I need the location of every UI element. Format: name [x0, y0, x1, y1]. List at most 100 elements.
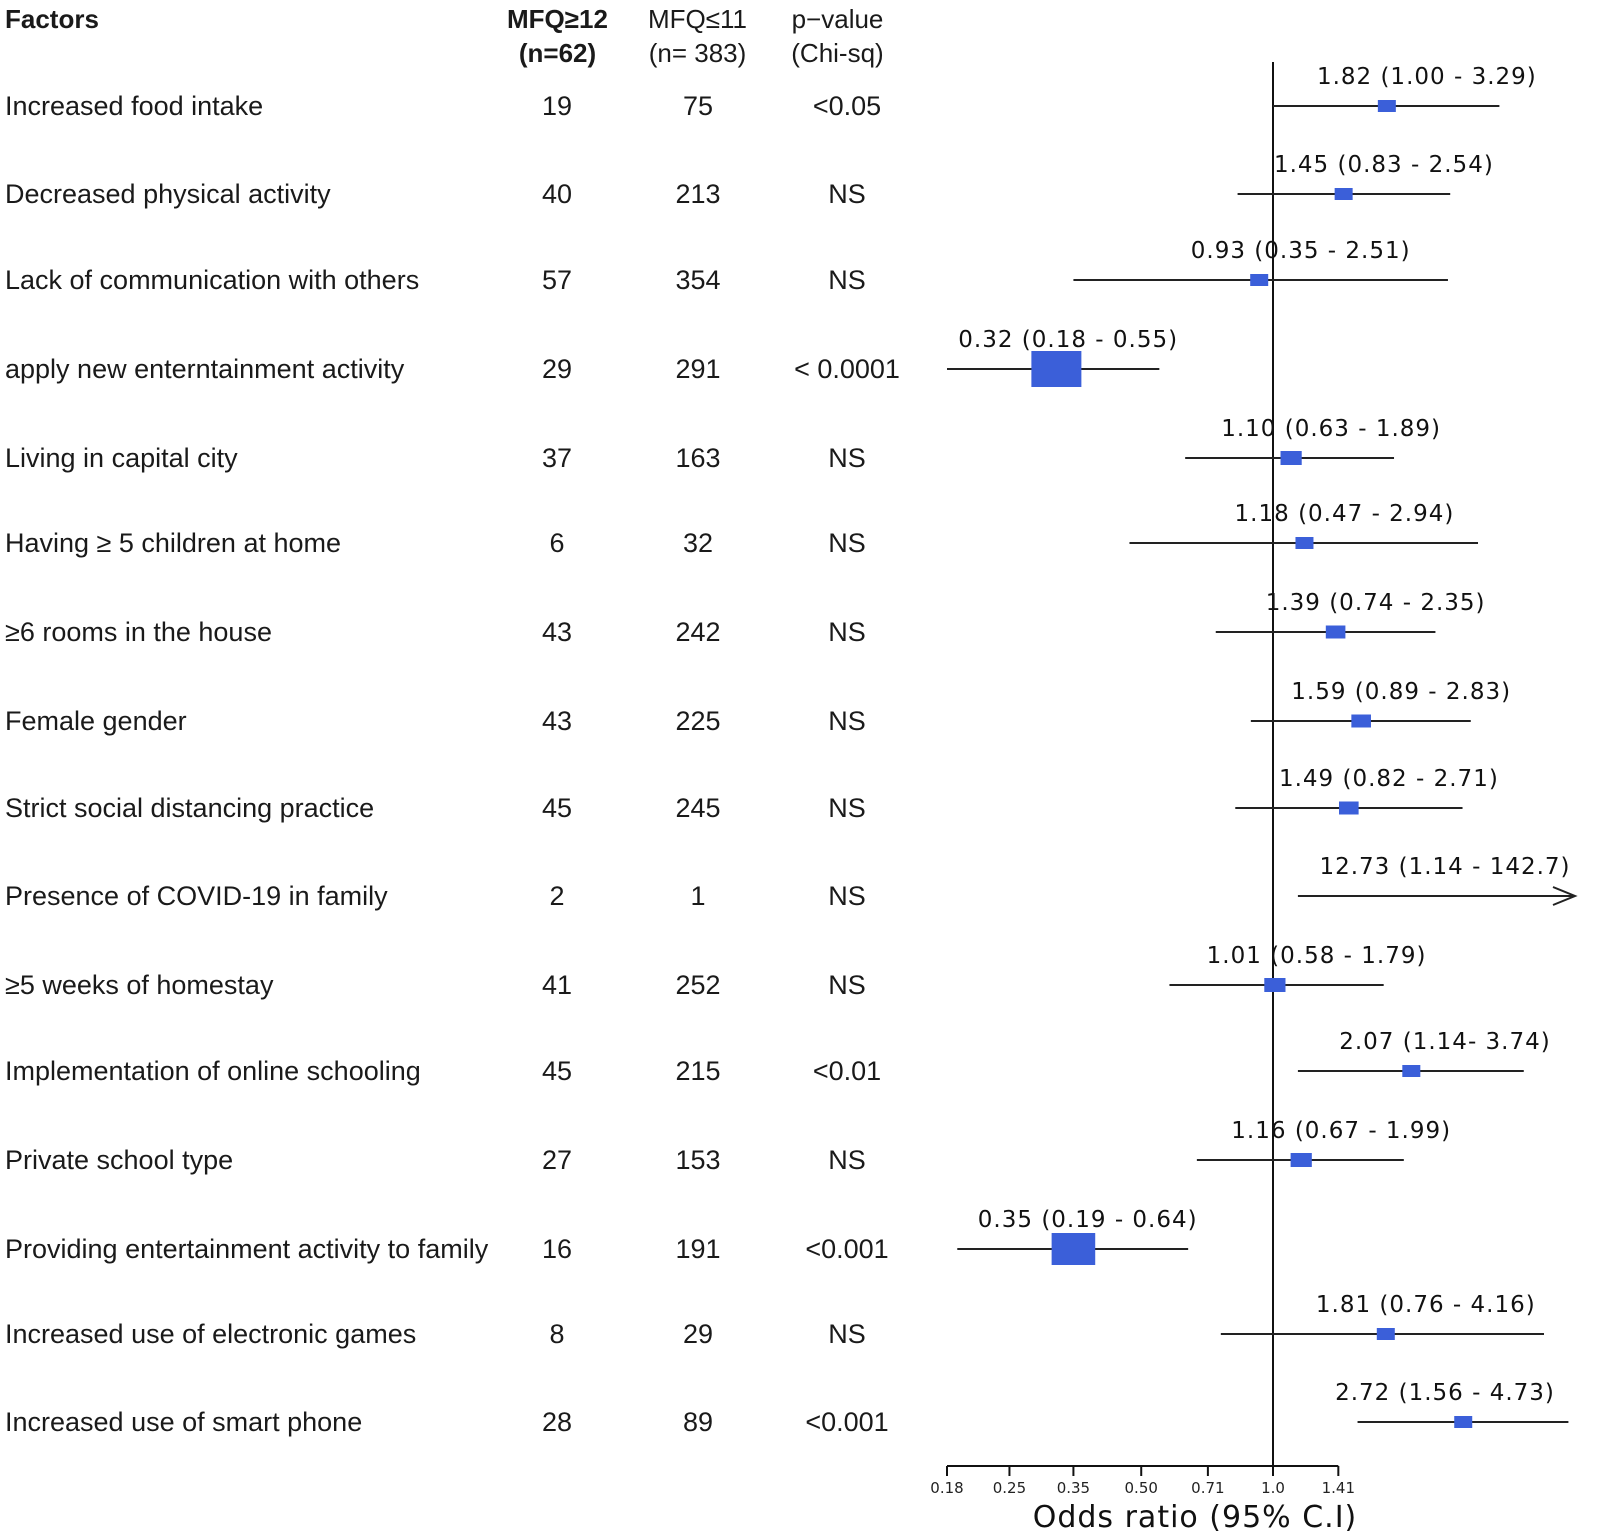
x-tick-label: 1.41 — [1322, 1479, 1355, 1497]
or-ci-label: 1.45 (0.83 - 2.54) — [1274, 152, 1494, 178]
controls-count: 191 — [675, 1234, 721, 1264]
header-pvalue-line2: (Chi-sq) — [791, 38, 884, 68]
x-tick-label: 0.50 — [1125, 1479, 1158, 1497]
header-cases-line1: MFQ≥12 — [507, 4, 608, 34]
p-value: NS — [828, 528, 866, 558]
or-ci-label: 0.93 (0.35 - 2.51) — [1191, 238, 1411, 264]
cases-count: 6 — [549, 528, 565, 558]
or-ci-label: 1.16 (0.67 - 1.99) — [1231, 1118, 1451, 1144]
or-ci-label: 1.39 (0.74 - 2.35) — [1266, 590, 1486, 616]
factor-label: Providing entertainment activity to fami… — [5, 1234, 489, 1264]
header-controls-line1: MFQ≤11 — [647, 4, 748, 34]
controls-count: 89 — [682, 1407, 714, 1437]
or-ci-label: 1.10 (0.63 - 1.89) — [1221, 416, 1441, 442]
p-value: < 0.0001 — [794, 354, 900, 384]
controls-count: 354 — [675, 265, 721, 295]
cases-count: 43 — [541, 706, 573, 736]
controls-count: 215 — [675, 1056, 721, 1086]
header-pvalue-line1: p−value — [791, 4, 884, 34]
p-value: <0.05 — [812, 91, 882, 121]
controls-count: 242 — [675, 617, 721, 647]
controls-count: 32 — [682, 528, 714, 558]
point-estimate-marker — [1334, 188, 1353, 200]
factor-label: apply new enterntainment activity — [5, 354, 405, 384]
factor-label: Decreased physical activity — [5, 179, 331, 209]
controls-count: 245 — [675, 793, 721, 823]
p-value: NS — [828, 793, 866, 823]
factor-label: ≥6 rooms in the house — [5, 617, 272, 647]
factor-label: Increased use of smart phone — [5, 1407, 363, 1437]
controls-count: 225 — [675, 706, 721, 736]
point-estimate-marker — [1377, 100, 1396, 112]
p-value: NS — [828, 179, 866, 209]
controls-count: 252 — [675, 970, 721, 1000]
point-estimate-marker — [1290, 1153, 1312, 1167]
or-ci-label: 0.35 (0.19 - 0.64) — [978, 1207, 1198, 1233]
factor-label: Lack of communication with others — [5, 265, 420, 295]
factor-label: Implementation of online schooling — [5, 1056, 421, 1086]
ci-arrow — [1552, 886, 1578, 906]
point-estimate-marker — [1280, 451, 1302, 465]
factor-label: Living in capital city — [5, 443, 238, 473]
p-value: NS — [828, 265, 866, 295]
cases-count: 45 — [541, 1056, 573, 1086]
header-controls-line2: (n= 383) — [648, 38, 747, 68]
point-estimate-marker — [1351, 714, 1371, 728]
cases-count: 43 — [541, 617, 573, 647]
factor-label: Strict social distancing practice — [5, 793, 375, 823]
or-ci-label: 2.72 (1.56 - 4.73) — [1335, 1380, 1555, 1406]
point-estimate-marker — [1376, 1328, 1395, 1340]
p-value: NS — [828, 1145, 866, 1175]
point-estimate-marker — [1454, 1416, 1473, 1428]
factor-label: Increased food intake — [5, 91, 264, 121]
p-value: <0.001 — [805, 1407, 889, 1437]
cases-count: 29 — [541, 354, 573, 384]
or-ci-label: 1.01 (0.58 - 1.79) — [1207, 943, 1427, 969]
point-estimate-marker — [1051, 1233, 1096, 1265]
point-estimate-marker — [1031, 351, 1082, 387]
p-value: NS — [828, 617, 866, 647]
controls-count: 75 — [682, 91, 714, 121]
or-ci-label: 2.07 (1.14- 3.74) — [1339, 1029, 1551, 1055]
or-ci-label: 1.81 (0.76 - 4.16) — [1316, 1292, 1536, 1318]
x-tick-label: 0.35 — [1057, 1479, 1090, 1497]
point-estimate-marker — [1325, 625, 1346, 639]
p-value: NS — [828, 1319, 866, 1349]
factor-label: Private school type — [5, 1145, 234, 1175]
or-ci-label: 1.49 (0.82 - 2.71) — [1279, 766, 1499, 792]
factor-label: Presence of COVID-19 in family — [5, 881, 388, 911]
factor-label: Increased use of electronic games — [5, 1319, 417, 1349]
point-estimate-marker — [1264, 978, 1286, 992]
cases-count: 45 — [541, 793, 573, 823]
factor-label: Female gender — [5, 706, 187, 736]
p-value: NS — [828, 443, 866, 473]
header-cases-line2: (n=62) — [518, 38, 597, 68]
cases-count: 57 — [541, 265, 573, 295]
controls-count: 213 — [675, 179, 721, 209]
x-tick-label: 0.18 — [930, 1479, 963, 1497]
header-factors: Factors — [5, 4, 99, 34]
x-tick-label: 1.0 — [1261, 1479, 1285, 1497]
cases-count: 2 — [549, 881, 565, 911]
factor-label: ≥5 weeks of homestay — [5, 970, 274, 1000]
controls-count: 153 — [675, 1145, 721, 1175]
point-estimate-marker — [1339, 801, 1359, 815]
cases-count: 28 — [541, 1407, 573, 1437]
or-ci-label: 12.73 (1.14 - 142.7) — [1319, 854, 1570, 880]
point-estimate-marker — [1250, 274, 1269, 286]
point-estimate-marker — [1295, 537, 1314, 549]
x-tick-label: 0.25 — [993, 1479, 1026, 1497]
controls-count: 163 — [675, 443, 721, 473]
factor-label: Having ≥ 5 children at home — [5, 528, 341, 558]
p-value: <0.01 — [812, 1056, 882, 1086]
controls-count: 29 — [682, 1319, 714, 1349]
p-value: NS — [828, 881, 866, 911]
cases-count: 19 — [541, 91, 573, 121]
or-ci-label: 1.82 (1.00 - 3.29) — [1317, 64, 1537, 90]
p-value: NS — [828, 706, 866, 736]
point-estimate-marker — [1402, 1065, 1421, 1077]
cases-count: 37 — [541, 443, 573, 473]
controls-count: 1 — [690, 881, 706, 911]
